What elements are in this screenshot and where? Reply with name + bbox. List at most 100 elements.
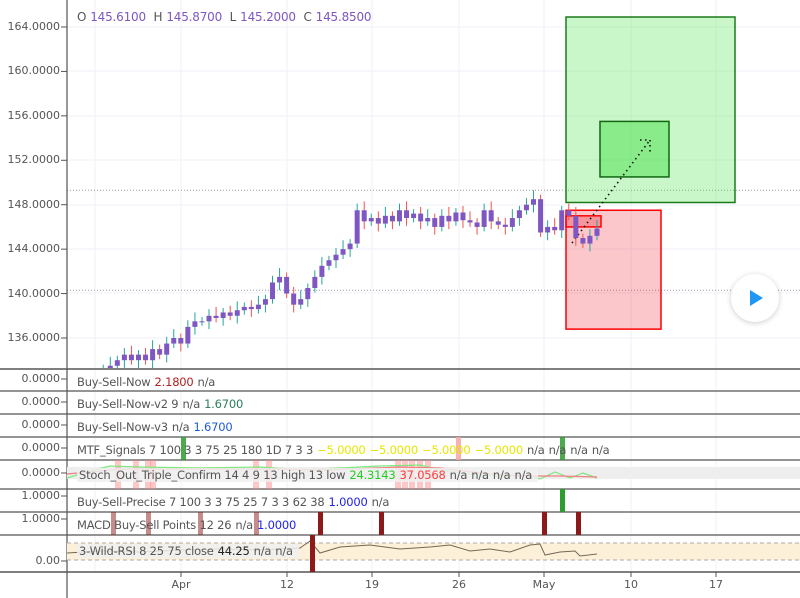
low-value: 145.2000 [240, 10, 296, 24]
candle-body [227, 312, 233, 316]
profit-zone-box [565, 16, 736, 204]
candle-body [347, 243, 353, 250]
indicator-axis-label: 1.0000 [21, 489, 61, 502]
candle-body [128, 354, 134, 361]
loss-zone-box [565, 209, 662, 330]
price-axis-label: 148.0000 [7, 197, 61, 211]
candle-body [488, 210, 494, 222]
candle-body [594, 228, 600, 236]
candle-body [192, 321, 198, 327]
indicator-name: 3-Wild-RSI 8 25 75 close [79, 544, 214, 558]
candle-body [502, 224, 508, 227]
candle-body [382, 215, 388, 224]
time-axis-label: Apr [171, 578, 191, 591]
candle-body [284, 276, 290, 294]
candle-body [319, 265, 325, 277]
candle-body [234, 310, 240, 316]
candle-body [375, 218, 381, 224]
price-axis-label: 164.0000 [7, 20, 61, 33]
ohlc-legend: O 145.6100 H 145.8700 L 145.2000 C 145.8500 [77, 10, 375, 24]
candle-body [206, 315, 212, 322]
candle-body [255, 304, 261, 310]
candle-body [305, 288, 311, 300]
indicator-axis-label: 0.00 [35, 554, 61, 567]
candle-body [178, 337, 184, 344]
candle-body [298, 299, 304, 305]
indicator-value: 44.25 [217, 544, 250, 558]
open-label: O [77, 10, 87, 24]
indicator-value: n/a [182, 397, 201, 411]
candle-body [439, 215, 445, 227]
candle-body [516, 210, 522, 219]
candle-body [580, 238, 586, 244]
indicator-name: Buy-Sell-Precise 7 100 3 3 75 25 7 3 3 6… [77, 495, 325, 509]
time-axis-label: 12 [280, 578, 294, 591]
indicator-legend[interactable]: MACD Buy-Sell Points 12 26 n/a 1.0000 [77, 518, 300, 532]
candle-body [121, 354, 127, 361]
candle-body [552, 226, 558, 231]
candle-body [368, 218, 374, 222]
indicator-legend[interactable]: MTF_Signals 7 100 3 3 75 25 180 1D 7 3 3… [77, 443, 614, 457]
indicator-legend[interactable]: 3-Wild-RSI 8 25 75 close 44.25 n/a n/a [77, 544, 299, 558]
indicator-value: 37.0568 [399, 468, 446, 482]
indicator-axis-label: 0.0000 [21, 372, 61, 385]
indicator-value: −5.0000 [317, 443, 366, 457]
candle-body [333, 254, 339, 261]
candle-body [277, 276, 283, 283]
indicator-value: n/a [514, 468, 533, 482]
candle-body [481, 210, 487, 227]
candle-body [566, 210, 572, 216]
indicator-value: −5.0000 [422, 443, 471, 457]
candle-body [460, 212, 466, 221]
candle-body [495, 221, 501, 225]
time-axis-label: 10 [624, 578, 638, 591]
indicator-legend[interactable]: Buy-Sell-Precise 7 100 3 3 75 25 7 3 3 6… [77, 495, 393, 509]
candle-body [171, 337, 177, 344]
candle-body [573, 215, 579, 239]
indicator-value: 24.3143 [349, 468, 396, 482]
indicator-legend[interactable]: Stoch_Out_Triple_Confirm 14 4 9 13 high … [77, 468, 539, 482]
macd-signal-bar [198, 512, 203, 535]
indicator-value: n/a [449, 468, 468, 482]
macd-signal-bar [318, 512, 323, 535]
play-icon [750, 290, 763, 306]
macd-signal-bar [111, 512, 116, 535]
indicator-value: 1.0000 [257, 518, 297, 532]
candle-body [446, 215, 452, 222]
mtf-signal-bar [560, 437, 565, 460]
indicator-value: −5.0000 [474, 443, 524, 457]
candle-body [404, 210, 410, 219]
indicator-value: n/a [492, 468, 511, 482]
macd-signal-bar [146, 512, 151, 535]
indicator-value: n/a [171, 420, 190, 434]
candle-body [361, 210, 367, 222]
play-button[interactable] [731, 274, 779, 322]
candle-body [114, 360, 120, 366]
candle-body [559, 210, 565, 231]
price-axis-label: 136.0000 [7, 330, 61, 344]
candle-body [199, 321, 205, 323]
macd-signal-bar [576, 512, 581, 535]
close-label: C [303, 10, 312, 24]
indicator-value: n/a [471, 468, 489, 482]
indicator-legend[interactable]: Buy-Sell-Now-v2 9 n/a 1.6700 [77, 397, 247, 411]
indicator-value: −5.0000 [369, 443, 419, 457]
candle-body [531, 199, 537, 205]
indicator-axis-label: 0.0000 [21, 418, 61, 431]
stoch-k-line [66, 464, 598, 480]
candle-body [270, 282, 276, 300]
low-label: L [229, 10, 237, 24]
indicator-legend[interactable]: Buy-Sell-Now-v3 n/a 1.6700 [77, 420, 237, 434]
candle-body [467, 220, 473, 223]
macd-signal-bar [542, 512, 547, 535]
indicator-name: Buy-Sell-Now-v2 9 [77, 397, 179, 411]
candle-body [396, 210, 402, 222]
indicator-legend[interactable]: Buy-Sell-Now 2.1800 n/a [77, 375, 219, 389]
candle-body [220, 312, 226, 319]
candle-body [340, 249, 346, 255]
time-axis-label: 17 [709, 578, 723, 591]
candle-body [262, 299, 268, 305]
indicator-value: n/a [548, 443, 567, 457]
candle-body [164, 343, 170, 355]
candle-body [432, 218, 438, 227]
